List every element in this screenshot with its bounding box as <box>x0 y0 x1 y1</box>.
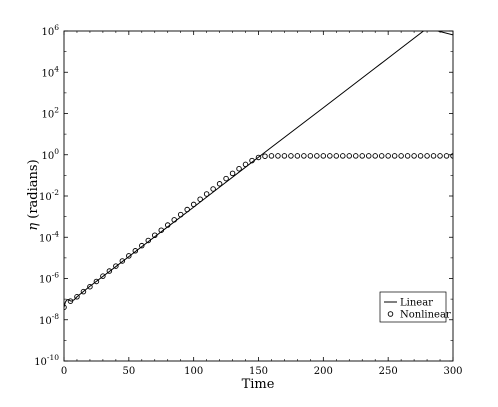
data-point-nonlinear <box>294 153 301 159</box>
data-point-nonlinear <box>424 153 430 159</box>
data-point-nonlinear <box>404 153 411 159</box>
data-point-nonlinear <box>249 157 255 164</box>
legend-circle-marker <box>387 311 394 317</box>
data-point-nonlinear <box>320 153 327 159</box>
data-point-nonlinear <box>314 153 320 159</box>
data-point-nonlinear <box>301 153 307 159</box>
series-line-linear <box>64 31 453 308</box>
data-point-nonlinear <box>275 153 281 159</box>
data-point-nonlinear <box>450 153 453 159</box>
data-point-nonlinear <box>158 227 164 233</box>
ticks-group: 0 50 100 150 200 250 300 10-10 10-8 10-6 10-4 10-2 1… <box>34 23 462 377</box>
y-tick-label: 100 <box>41 147 59 162</box>
series-linear <box>64 31 453 308</box>
data-point-nonlinear <box>190 201 197 208</box>
data-point-nonlinear <box>210 186 216 192</box>
x-tick-label: 300 <box>443 366 462 377</box>
series-group <box>64 31 453 311</box>
y-axis-title: η (radians) <box>26 159 41 230</box>
x-tick-label: 50 <box>122 366 135 377</box>
data-point-nonlinear <box>106 268 113 274</box>
data-point-nonlinear <box>152 232 158 238</box>
data-point-nonlinear <box>443 153 450 159</box>
data-point-nonlinear <box>164 222 171 228</box>
data-point-nonlinear <box>203 191 210 197</box>
series-nonlinear <box>64 153 453 311</box>
data-point-nonlinear <box>74 294 80 300</box>
x-tick-label: 150 <box>249 366 268 377</box>
data-point-nonlinear <box>255 154 262 161</box>
y-tick-label: 10-8 <box>39 312 59 327</box>
data-point-nonlinear <box>171 217 177 223</box>
data-point-nonlinear <box>177 211 184 218</box>
data-point-nonlinear <box>87 283 93 290</box>
data-point-nonlinear <box>411 153 417 159</box>
data-point-nonlinear <box>93 278 100 285</box>
data-point-nonlinear <box>126 253 132 259</box>
data-point-nonlinear <box>333 153 340 159</box>
data-point-nonlinear <box>372 153 378 159</box>
x-tick-label: 0 <box>61 366 67 377</box>
data-point-nonlinear <box>242 161 249 168</box>
data-point-nonlinear <box>398 153 404 159</box>
data-point-nonlinear <box>378 153 385 159</box>
data-point-nonlinear <box>262 153 268 159</box>
data-point-nonlinear <box>346 153 353 159</box>
y-axis-unit: (radians) <box>26 159 41 223</box>
legend-label-nonlinear: Nonlinear <box>400 310 451 321</box>
y-tick-label: 102 <box>41 106 59 121</box>
data-point-nonlinear <box>80 288 87 295</box>
x-tick-label: 250 <box>379 366 398 377</box>
data-point-nonlinear <box>145 237 152 244</box>
data-point-nonlinear <box>365 153 372 159</box>
y-tick-label: 10-6 <box>39 271 59 286</box>
data-point-nonlinear <box>391 153 398 159</box>
data-point-nonlinear <box>359 153 365 159</box>
y-tick-label: 106 <box>41 23 59 38</box>
data-point-nonlinear <box>119 258 126 264</box>
y-tick-label: 10-2 <box>39 188 59 203</box>
data-point-nonlinear <box>340 153 346 159</box>
data-point-nonlinear <box>353 153 359 159</box>
legend-box <box>379 291 447 323</box>
data-point-nonlinear <box>437 153 443 159</box>
data-point-nonlinear <box>327 153 333 159</box>
data-point-nonlinear <box>197 196 203 202</box>
labels-group: Time η (radians) <box>26 159 275 392</box>
data-point-nonlinear <box>281 153 288 159</box>
data-point-nonlinear <box>223 175 229 182</box>
y-tick-label: 10-10 <box>34 353 59 368</box>
legend-label-linear: Linear <box>400 298 433 309</box>
data-point-nonlinear <box>417 153 424 159</box>
data-point-nonlinear <box>288 153 294 159</box>
data-point-nonlinear <box>67 298 74 304</box>
data-point-nonlinear <box>307 153 314 159</box>
data-point-nonlinear <box>139 242 145 249</box>
data-point-nonlinear <box>236 165 242 172</box>
x-tick-label: 200 <box>314 366 333 377</box>
y-tick-label: 104 <box>41 64 59 79</box>
y-tick-label: 10-4 <box>39 229 59 244</box>
data-point-nonlinear <box>229 170 236 177</box>
data-point-nonlinear <box>184 206 190 213</box>
data-point-nonlinear <box>430 153 437 159</box>
data-point-nonlinear <box>385 153 391 159</box>
data-point-nonlinear <box>100 273 106 279</box>
data-point-nonlinear <box>132 248 139 254</box>
data-point-nonlinear <box>216 181 223 187</box>
data-point-nonlinear <box>268 153 275 159</box>
data-point-nonlinear <box>113 263 119 269</box>
x-tick-label: 100 <box>184 366 203 377</box>
x-axis-title: Time <box>242 377 275 392</box>
y-axis-symbol: η <box>26 223 41 231</box>
